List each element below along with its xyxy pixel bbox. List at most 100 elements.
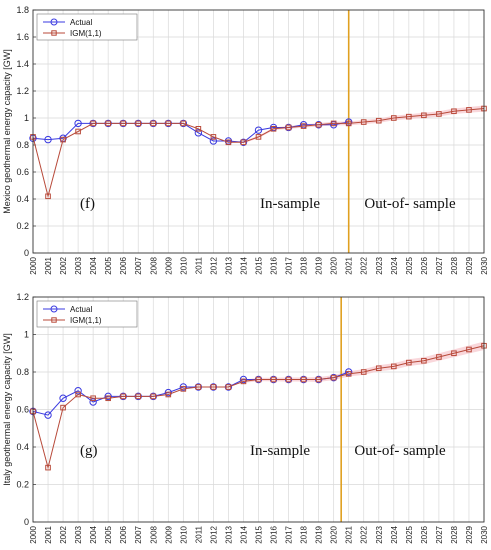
data-point [375,117,382,124]
data-point [406,359,412,366]
legend-label: Actual [70,305,92,314]
x-tick-label: 2012 [209,525,218,543]
data-point [360,369,367,375]
panels: 0 0.2 0.4 0.6 0.8 1 1.2 1.4 1.6 1.8 2000 2001 2002 20… [2,5,489,544]
legend-label: IGM(1,1) [70,316,102,325]
data-point [436,354,442,360]
x-tick-label: 2023 [375,256,384,274]
data-point [165,391,172,398]
data-point [150,393,157,400]
x-tick-label: 2007 [134,525,143,543]
data-point [59,394,67,402]
series-line [32,108,485,199]
data-point [345,368,353,376]
legend-label: IGM(1,1) [70,29,102,38]
data-point [270,376,277,383]
x-tick-label: 2002 [59,256,68,274]
x-tick-label: 2013 [224,525,233,543]
data-point [135,393,142,400]
x-tick-label: 2010 [179,256,188,274]
data-point [300,376,307,383]
y-tick-label: 0.8 [16,367,29,377]
x-tick-label: 2016 [270,256,279,274]
series-line [32,121,349,143]
x-tick-label: 2002 [59,525,68,543]
x-tick-label: 2004 [89,256,98,274]
x-tick-label: 2016 [270,525,279,543]
x-tick-label: 2021 [345,256,354,274]
out-of-sample-label: Out-of- sample [364,196,456,212]
data-point [285,376,292,383]
x-tick-label: 2011 [194,525,203,543]
x-tick-label: 2008 [149,256,158,274]
data-point [210,134,217,140]
panel-label: (f) [80,196,95,212]
x-tick-label: 2022 [360,256,369,274]
x-tick-label: 2017 [285,256,294,274]
y-tick-label: 0.2 [16,480,29,490]
x-tick-label: 2022 [360,525,369,543]
series-igm [30,342,487,471]
x-tick-label: 2001 [44,525,53,543]
data-point [210,384,217,390]
series-igm [30,105,487,200]
panel-label: (g) [80,443,98,459]
x-tick-label: 2000 [29,256,38,274]
chart-panel-1: 0 0.2 0.4 0.6 0.8 1 1.2 1.4 1.6 1.8 2000 2001 2002 20… [2,5,489,275]
data-point [239,375,248,384]
data-point [195,126,202,132]
y-axis-label: Italy geothermal energy capacity [GW] [2,333,12,486]
data-point [209,137,218,145]
data-point [255,134,262,140]
x-tick-label: 2003 [74,525,83,543]
y-tick-label: 0 [24,517,29,527]
y-tick-label: 1.2 [16,292,29,302]
data-point [180,386,187,392]
x-tick-label: 2021 [345,525,354,543]
y-tick-label: 0.6 [16,167,29,177]
x-tick-label: 2027 [435,525,444,543]
x-tick-label: 2028 [450,525,459,543]
x-tick-label: 2018 [300,256,309,274]
data-point [360,119,367,125]
plot-frame [32,296,485,523]
data-point [74,119,82,128]
data-point [45,193,51,200]
x-tick-label: 2020 [330,525,339,543]
x-tick-label: 2029 [465,256,474,274]
x-tick-label: 2019 [315,525,324,543]
data-point [225,384,232,390]
data-point [75,128,81,135]
x-tick-label: 2026 [420,525,429,543]
x-tick-label: 2030 [480,256,489,274]
data-point [451,350,457,357]
x-tick-label: 2023 [375,525,384,543]
data-point [165,120,172,127]
y-tick-label: 1.6 [16,32,29,42]
data-point [45,464,51,471]
x-tick-label: 2003 [74,256,83,274]
x-tick-label: 2024 [390,256,399,274]
x-tick-label: 2018 [300,525,309,543]
x-tick-label: 2013 [224,256,233,274]
x-tick-label: 2009 [164,525,173,543]
x-tick-label: 2011 [194,256,203,274]
data-point [74,387,82,395]
x-tick-label: 2026 [420,256,429,274]
data-point [180,120,187,127]
data-point [254,126,263,134]
data-point [104,392,112,401]
data-point [466,346,472,353]
data-point [120,393,127,400]
x-tick-label: 2027 [435,256,444,274]
data-point [466,107,472,113]
x-tick-label: 2006 [119,256,128,274]
data-point [240,139,247,146]
data-point [105,120,111,127]
y-tick-label: 1 [24,113,29,123]
x-tick-label: 2025 [405,525,414,543]
x-tick-label: 2000 [29,525,38,543]
data-point [44,411,52,419]
x-tick-label: 2015 [255,256,264,274]
